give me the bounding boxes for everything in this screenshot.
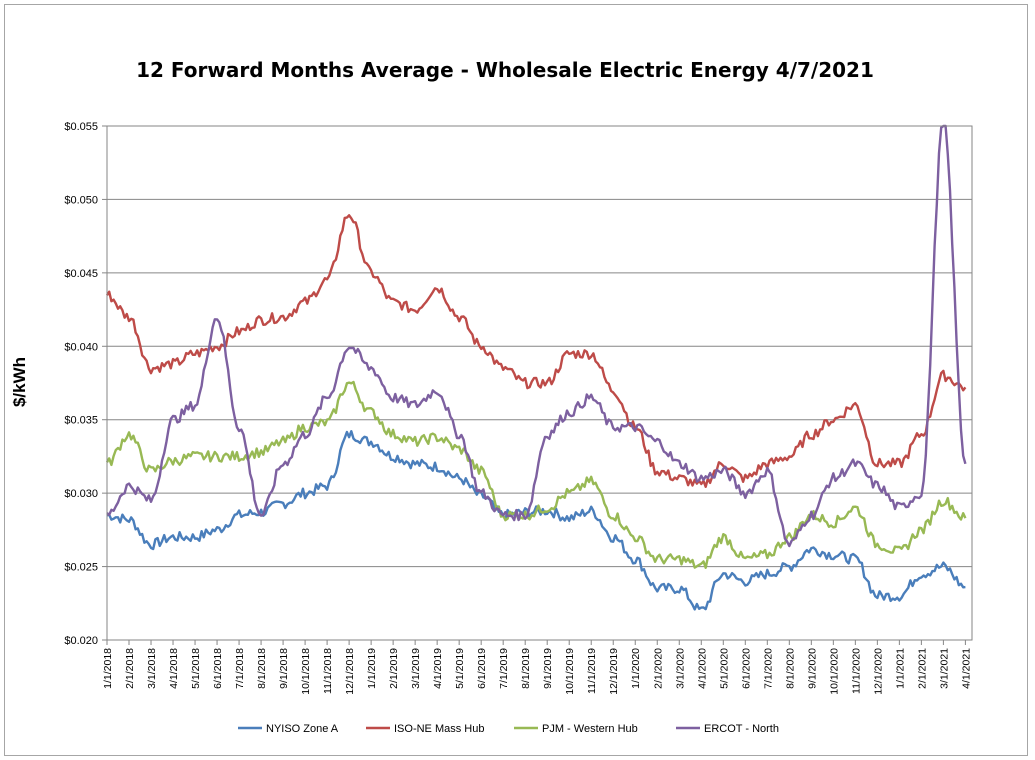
y-tick-labels: $0.020 $0.025 $0.030 $0.035 $0.040 $0.045 $0.0…	[64, 121, 98, 647]
y-tick-label: $0.035	[64, 415, 98, 427]
series-line	[105, 380, 967, 569]
x-tick-label: 5/1/2018	[190, 648, 202, 689]
x-tick-label: 10/1/2018	[300, 648, 312, 695]
legend: NYISO Zone A ISO-NE Mass Hub PJM - Western…	[238, 723, 779, 735]
series-line	[106, 430, 966, 611]
x-tick-label: 11/1/2020	[850, 648, 862, 694]
legend-label: PJM - Western Hub	[542, 723, 638, 735]
x-tick-labels: 1/1/2018 2/1/2018 3/1/2018 4/1/2018 5/1/2018…	[102, 648, 972, 695]
x-tick-label: 3/1/2019	[410, 648, 422, 689]
x-tick-label: 7/1/2019	[498, 648, 510, 689]
x-tick-label: 11/1/2019	[586, 648, 598, 694]
x-tick-label: 2/1/2019	[388, 648, 400, 689]
y-tick-label: $0.040	[64, 341, 98, 353]
legend-label: NYISO Zone A	[266, 723, 339, 735]
x-tick-label: 3/1/2018	[146, 648, 158, 689]
x-tick-label: 8/1/2018	[256, 648, 268, 689]
series-line	[105, 214, 967, 488]
x-tick-label: 7/1/2018	[234, 648, 246, 689]
y-tick-label: $0.025	[64, 562, 98, 574]
x-tick-label: 6/1/2019	[476, 648, 488, 689]
plot-area-border	[106, 125, 973, 641]
x-tick-label: 12/1/2018	[344, 648, 356, 695]
y-tick-label: $0.030	[64, 488, 98, 500]
x-tick-label: 6/1/2018	[212, 648, 224, 689]
x-tick-label: 3/1/2021	[938, 648, 950, 689]
x-tick-label: 4/1/2018	[168, 648, 180, 689]
y-tick-label: $0.055	[64, 121, 98, 133]
x-tick-label: 11/1/2018	[322, 648, 334, 694]
x-tick-label: 5/1/2019	[454, 648, 466, 689]
x-tick-label: 5/1/2020	[718, 648, 730, 689]
x-tick-label: 9/1/2020	[806, 648, 818, 689]
x-tick-label: 10/1/2020	[828, 648, 840, 695]
x-tick-label: 10/1/2019	[564, 648, 576, 695]
x-tick-label: 2/1/2018	[124, 648, 136, 689]
legend-label: ERCOT - North	[704, 723, 779, 735]
y-tick-label: $0.020	[64, 635, 98, 647]
x-tick-label: 1/1/2019	[366, 648, 378, 689]
x-tick-label: 4/1/2019	[432, 648, 444, 689]
x-tick-label: 3/1/2020	[674, 648, 686, 689]
x-tick-label: 7/1/2020	[762, 648, 774, 689]
x-tick-label: 1/1/2021	[894, 648, 906, 689]
x-tick-label: 2/1/2021	[916, 648, 928, 689]
y-tick-label: $0.050	[64, 194, 98, 206]
y-tick-label: $0.045	[64, 268, 98, 280]
x-tick-label: 12/1/2020	[872, 648, 884, 695]
x-tick-label: 4/1/2021	[960, 648, 972, 689]
x-tick-label: 1/1/2018	[102, 648, 114, 689]
chart-title: 12 Forward Months Average - Wholesale El…	[136, 58, 874, 82]
series-line	[106, 124, 967, 548]
gridlines	[102, 125, 972, 645]
x-tick-label: 8/1/2019	[520, 648, 532, 689]
x-tick-label: 9/1/2019	[542, 648, 554, 689]
x-tick-label: 6/1/2020	[740, 648, 752, 689]
series-lines	[105, 124, 967, 611]
x-tick-label: 1/1/2020	[630, 648, 642, 689]
x-tick-label: 8/1/2020	[784, 648, 796, 689]
x-tick-label: 12/1/2019	[608, 648, 620, 695]
x-tick-label: 9/1/2018	[278, 648, 290, 689]
x-tick-label: 4/1/2020	[696, 648, 708, 689]
x-tick-label: 2/1/2020	[652, 648, 664, 689]
legend-label: ISO-NE Mass Hub	[394, 723, 484, 735]
